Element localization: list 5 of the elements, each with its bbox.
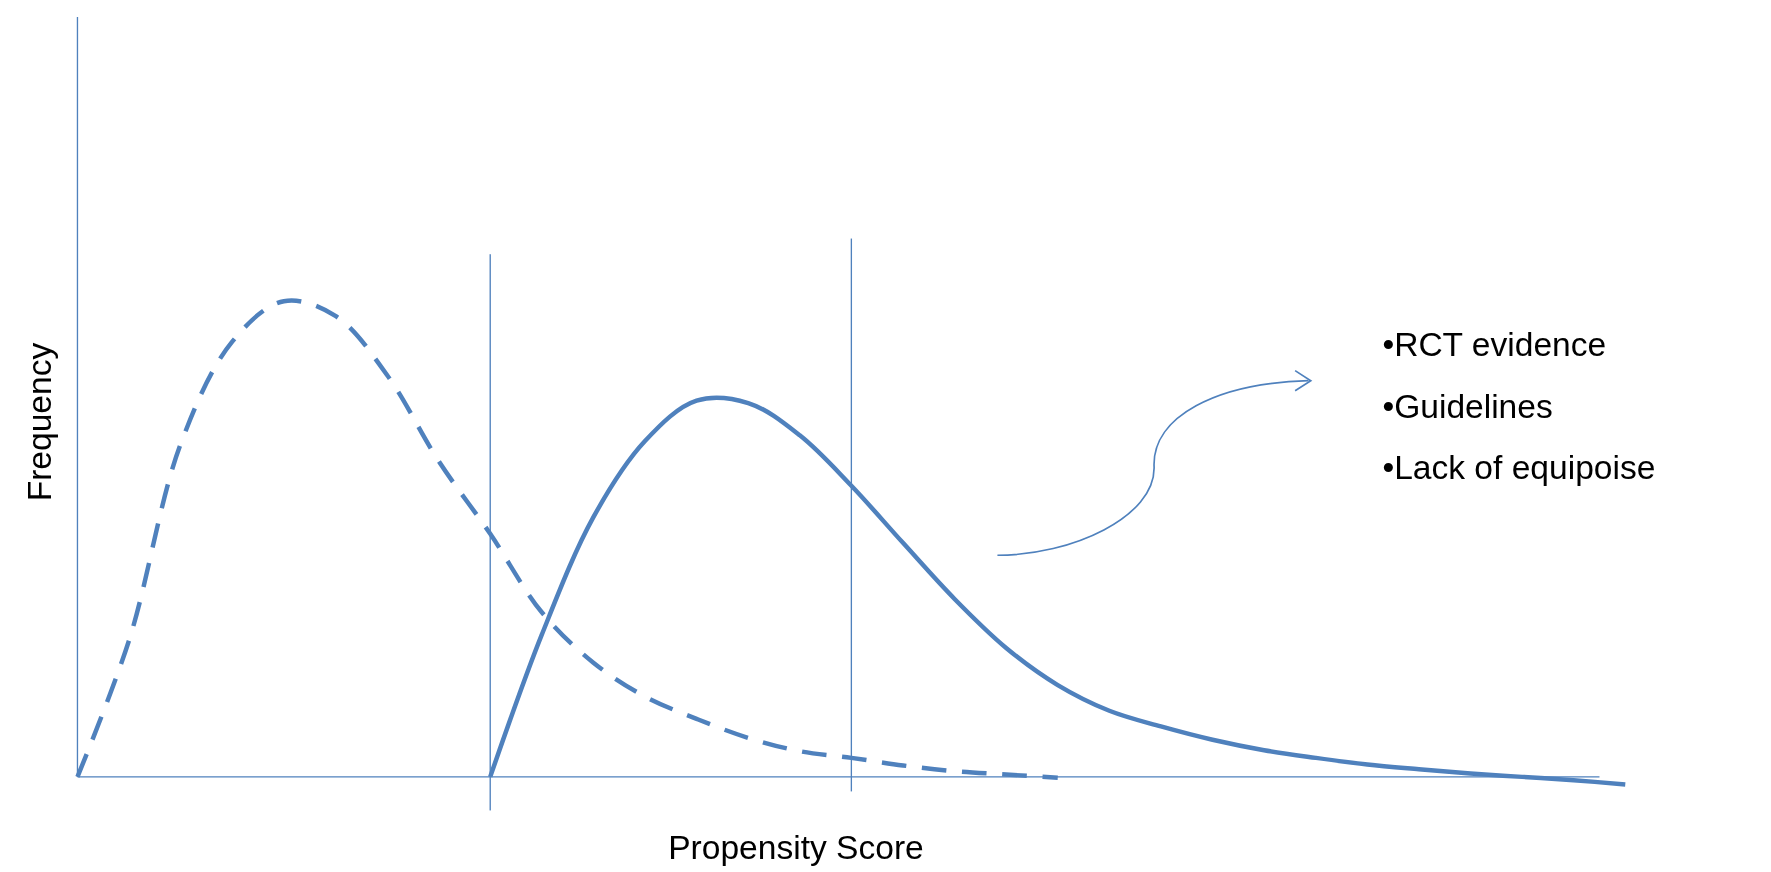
x-axis-title: Propensity Score xyxy=(668,828,924,866)
annotation: •Lack of equipoise xyxy=(1382,449,1656,487)
y-axis-title: Frequency xyxy=(20,342,58,502)
annotation: •RCT evidence xyxy=(1382,326,1607,364)
annotation: •Guidelines xyxy=(1382,387,1553,425)
